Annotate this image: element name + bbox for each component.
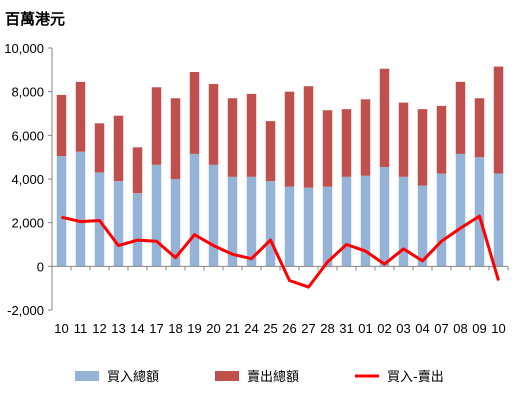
bar-buy [417,185,428,267]
bar-buy [303,187,314,267]
x-tick-label: 27 [301,321,315,336]
bar-buy [208,164,219,267]
bar-sell [284,91,295,187]
net-line-path [61,214,500,289]
bar-sell [265,121,276,182]
bar-buy [284,186,295,267]
bars [56,66,504,267]
bar-sell [341,109,352,177]
legend-label: 買入總額 [107,369,159,385]
bar-sell [151,87,162,165]
bar-buy [398,176,409,267]
x-tick-label: 21 [225,321,239,336]
y-tick-label: 6,000 [11,128,44,143]
unit-label: 百萬港元 [5,10,65,28]
bar-sell [56,94,67,157]
bar-buy [436,173,447,267]
bar-sell [379,68,390,167]
y-tick-label: 2,000 [11,216,44,231]
x-tick-label: 10 [491,321,505,336]
bar-buy [360,175,371,267]
bar-sell [493,66,504,174]
bar-buy [493,173,504,267]
x-tick-label: 08 [453,321,467,336]
x-tick-label: 04 [415,321,429,336]
bar-buy [455,153,466,267]
legend-swatch [75,371,99,381]
x-tick-label: 10 [54,321,68,336]
x-tick-label: 18 [168,321,182,336]
x-tick-label: 26 [282,321,296,336]
bar-buy [132,193,143,267]
x-tick-label: 07 [434,321,448,336]
x-tick-label: 28 [320,321,334,336]
bar-sell [436,105,447,174]
bar-buy [151,164,162,267]
bar-buy [246,176,257,267]
y-axis-ticks: -2,000 0 2,000 4,000 6,000 8,000 10,000 [4,41,44,318]
x-tick-label: 24 [244,321,258,336]
legend-label: 買入-賣出 [387,370,444,385]
bar-buy [75,151,86,267]
legend-item: 賣出總額 [215,369,299,385]
bar-sell [75,81,86,152]
bar-sell [455,81,466,154]
bar-sell [398,102,409,177]
bar-sell [189,72,200,154]
x-tick-label: 12 [92,321,106,336]
bar-buy [56,156,67,267]
bar-sell [132,147,143,194]
y-tick-label: -2,000 [7,303,44,318]
bar-sell [417,109,428,186]
bar-sell [227,98,238,177]
x-tick-label: 14 [130,321,144,336]
legend-label: 賣出總額 [247,369,299,385]
x-tick-label: 31 [339,321,353,336]
y-tick-label: 4,000 [11,172,44,187]
x-tick-label: 17 [149,321,163,336]
legend: 買入總額 賣出總額 買入-賣出 [75,369,444,385]
legend-item: 買入-賣出 [355,370,444,385]
x-tick-label: 03 [396,321,410,336]
x-tick-label: 11 [74,321,88,336]
y-tick-label: 0 [37,259,44,274]
bar-sell [113,115,124,182]
bar-sell [303,86,314,188]
x-axis-ticks: 10 11 12 13 14 17 18 19 20 21 24 25 26 27 28 31 01 02 03 04… [54,321,505,336]
bar-buy [113,181,124,267]
x-tick-label: 13 [111,321,125,336]
bar-sell [246,93,257,177]
legend-swatch [215,371,239,381]
bar-sell [94,123,105,173]
bar-buy [322,186,333,267]
legend-item: 買入總額 [75,369,159,385]
x-tick-label: 02 [377,321,391,336]
bar-sell [208,84,219,165]
bar-buy [379,166,390,267]
bar-buy [474,157,485,267]
x-tick-label: 09 [472,321,486,336]
x-tick-label: 20 [206,321,220,336]
net-line [61,214,500,289]
bar-buy [227,176,238,267]
axes [48,47,509,311]
y-tick-label: 8,000 [11,85,44,100]
bar-buy [341,176,352,267]
bar-sell [322,110,333,187]
bar-buy [170,179,181,267]
x-tick-label: 19 [187,321,201,336]
bar-sell [360,99,371,176]
x-tick-label: 01 [358,321,372,336]
x-tick-label: 25 [263,321,277,336]
bar-buy [189,153,200,267]
bar-sell [170,98,181,179]
bar-buy [265,181,276,267]
bar-sell [474,98,485,158]
y-tick-label: 10,000 [4,41,44,56]
